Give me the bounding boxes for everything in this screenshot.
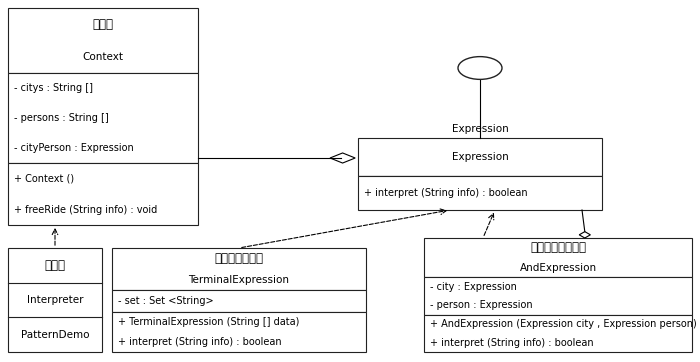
Circle shape (458, 56, 502, 79)
Text: + Context (): + Context () (13, 173, 74, 184)
Bar (424, 238, 692, 277)
Text: + TerminalExpression (String [] data): + TerminalExpression (String [] data) (118, 317, 299, 327)
Text: - city : Expression: - city : Expression (430, 282, 517, 292)
Text: PatternDemo: PatternDemo (21, 330, 90, 340)
Text: TerminalExpression: TerminalExpression (188, 274, 290, 285)
Text: 环境类: 环境类 (92, 18, 113, 31)
Bar (358, 138, 602, 176)
Text: - person : Expression: - person : Expression (430, 300, 532, 310)
Text: + interpret (String info) : boolean: + interpret (String info) : boolean (363, 188, 527, 198)
Text: Expression: Expression (452, 152, 508, 162)
Text: - persons : String []: - persons : String [] (13, 113, 108, 123)
Bar (112, 312, 366, 352)
Text: - set : Set <String>: - set : Set <String> (118, 296, 214, 306)
Text: 客户类: 客户类 (45, 259, 66, 272)
Text: AndExpression: AndExpression (519, 262, 596, 273)
Text: 非终结符表达式类: 非终结符表达式类 (530, 241, 586, 254)
Text: + AndExpression (Expression city , Expression person): + AndExpression (Expression city , Expre… (430, 319, 696, 329)
Bar (8, 73, 198, 163)
Bar (112, 290, 366, 312)
Bar (112, 248, 366, 290)
Text: + freeRide (String info) : void: + freeRide (String info) : void (13, 205, 157, 215)
Text: - cityPerson : Expression: - cityPerson : Expression (13, 143, 133, 153)
Bar (424, 315, 692, 352)
Text: + interpret (String info) : boolean: + interpret (String info) : boolean (430, 338, 593, 348)
Bar (8, 248, 102, 352)
Bar (358, 176, 602, 210)
Text: Context: Context (83, 52, 123, 62)
Bar (424, 277, 692, 315)
Bar (8, 8, 198, 73)
Bar (8, 163, 198, 225)
Text: 终结符表达式类: 终结符表达式类 (214, 252, 263, 265)
Text: - citys : String []: - citys : String [] (13, 83, 92, 93)
Text: Expression: Expression (452, 124, 508, 134)
Text: Interpreter: Interpreter (27, 295, 83, 305)
Text: + interpret (String info) : boolean: + interpret (String info) : boolean (118, 337, 281, 347)
